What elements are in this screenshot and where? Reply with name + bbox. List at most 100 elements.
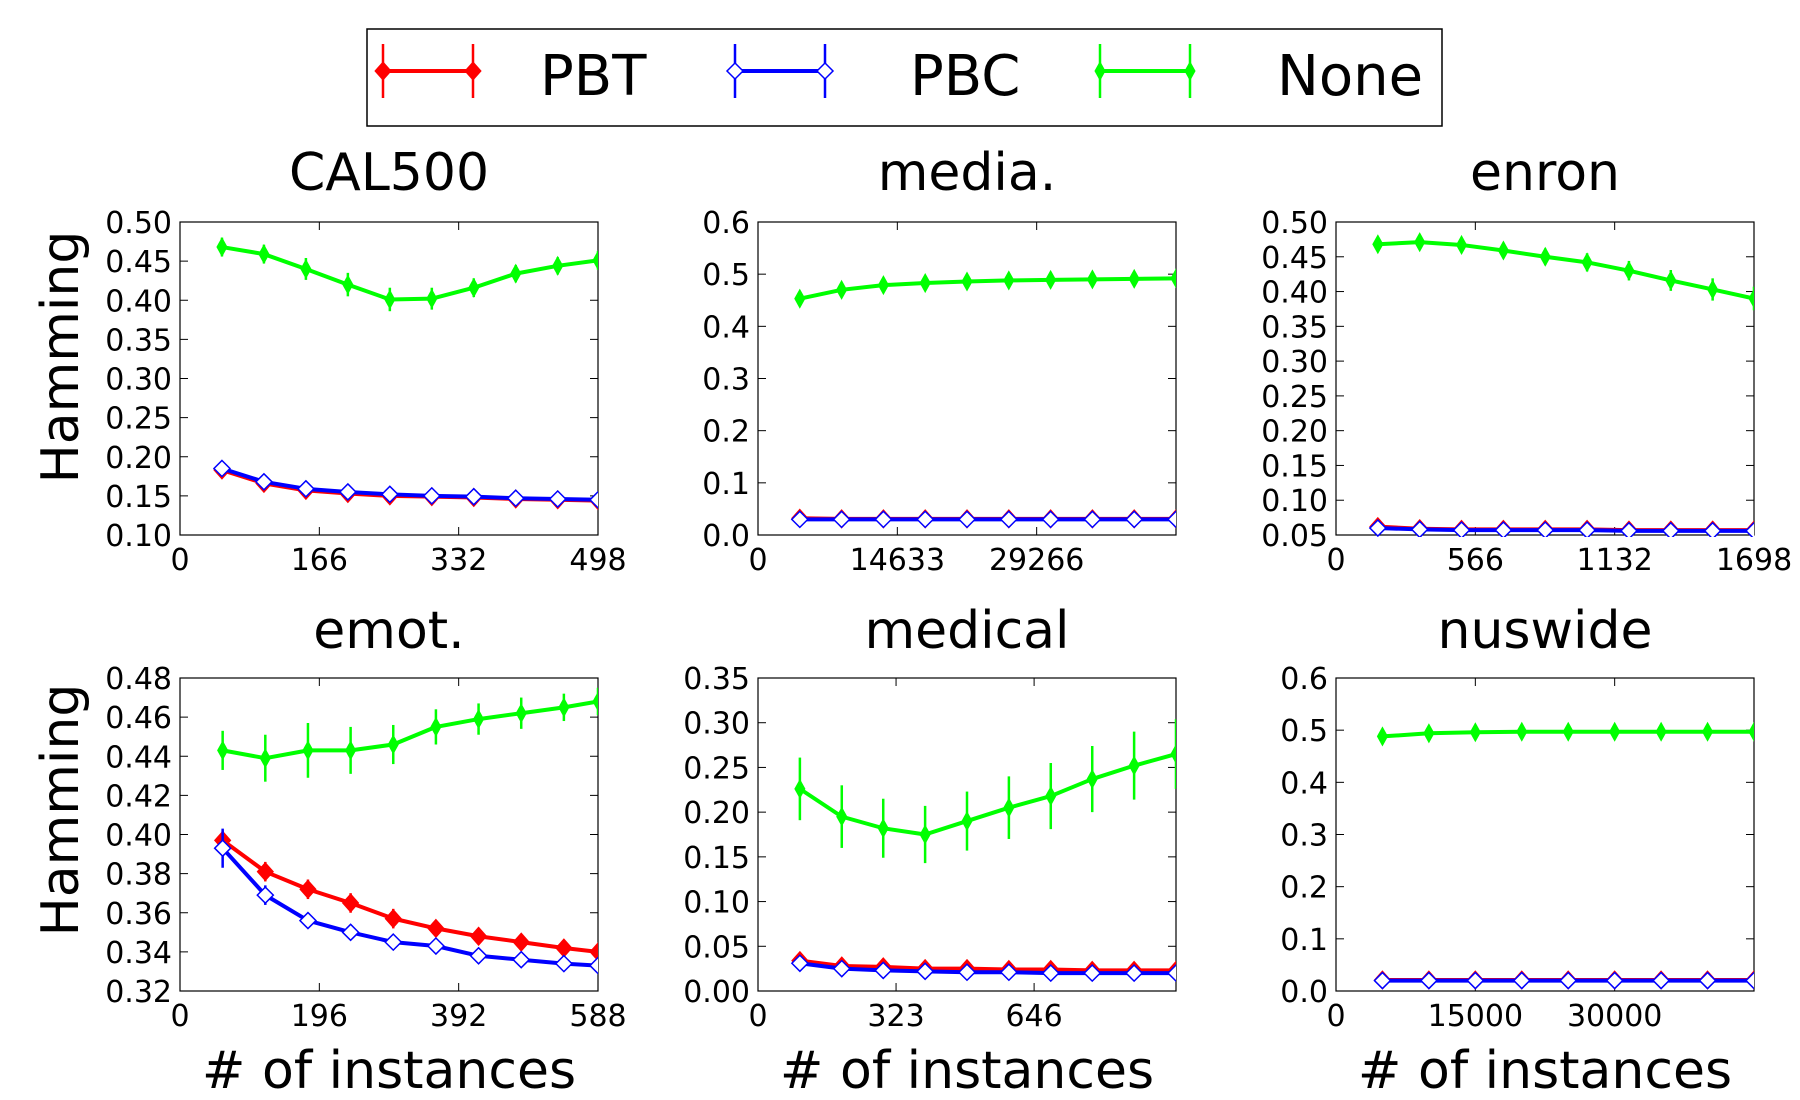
data-point-none — [1003, 270, 1015, 291]
x-tick-label: 166 — [291, 543, 348, 578]
y-tick-label: 0.1 — [1280, 923, 1328, 958]
x-tick-label: 566 — [1447, 543, 1504, 578]
data-point-pbc — [469, 946, 488, 965]
data-point-pbc — [380, 485, 399, 504]
data-point-pbc — [1368, 518, 1387, 537]
data-point-pbc — [213, 839, 232, 858]
y-tick-label: 0.5 — [702, 258, 750, 293]
series-pbc — [790, 954, 1176, 983]
data-point-none — [1170, 743, 1176, 765]
data-point-pbc — [212, 459, 232, 478]
x-tick-label: 14633 — [850, 543, 945, 578]
data-point-pbc — [832, 959, 851, 978]
data-point-pbc — [1559, 971, 1578, 990]
y-tick-label: 0.00 — [683, 975, 750, 1010]
series-pbc — [790, 510, 1176, 529]
y-tick-label: 0.10 — [683, 886, 750, 921]
data-point-none — [1655, 721, 1667, 742]
legend: PBT PBC None — [366, 28, 1443, 127]
data-point-pbc — [1698, 971, 1717, 990]
data-point-pbc — [1744, 521, 1754, 537]
data-point-pbt — [256, 861, 274, 882]
x-tick-label: 0 — [170, 543, 189, 578]
y-tick-label: 0.20 — [1261, 415, 1328, 450]
panel-title: nuswide — [1438, 601, 1653, 661]
legend-diamond — [1184, 60, 1196, 82]
data-point-none — [258, 244, 270, 265]
x-axis-label: # of instances — [1358, 1041, 1732, 1100]
data-point-none — [300, 258, 312, 279]
x-tick-label: 392 — [430, 999, 487, 1034]
data-point-pbc — [296, 479, 315, 498]
y-tick-label: 0.25 — [1261, 380, 1328, 415]
data-point-none — [552, 255, 564, 276]
y-tick-label: 0.46 — [105, 701, 172, 736]
data-point-none — [1372, 234, 1384, 255]
x-axis-label: # of instances — [780, 1041, 1154, 1100]
legend-diamond — [725, 61, 745, 81]
x-tick-label: 588 — [569, 999, 626, 1034]
data-point-pbc — [957, 510, 977, 529]
panel-cal500: CAL500 Hamming 0.10 0.15 0.20 0.25 0.30 0.35 0… — [31, 143, 627, 578]
x-tick-label: 498 — [569, 543, 626, 578]
y-tick-label: 0.25 — [683, 751, 750, 786]
panel-title: medical — [864, 601, 1069, 661]
y-tick-label: 0.45 — [105, 245, 172, 280]
data-point-pbc — [957, 963, 977, 982]
series-line-pbc — [221, 466, 598, 502]
data-point-none — [1516, 721, 1528, 742]
y-tick-label: 0.15 — [105, 480, 172, 515]
data-point-pbc — [506, 489, 525, 508]
x-tick-label: 0 — [1326, 543, 1345, 578]
data-point-none — [217, 740, 229, 761]
legend-marker-pbt — [374, 44, 482, 98]
x-tick-label: 29266 — [989, 543, 1084, 578]
data-point-pbc — [298, 911, 318, 930]
data-point-pbc — [874, 961, 893, 980]
data-point-none — [1581, 252, 1593, 273]
data-point-none — [1128, 755, 1140, 776]
y-tick-label: 0.42 — [105, 779, 172, 814]
y-tick-label: 0.3 — [702, 363, 750, 398]
data-point-pbc — [1619, 521, 1639, 537]
data-point-none — [259, 748, 271, 769]
data-point-pbc — [588, 956, 598, 975]
y-tick-label: 0.6 — [702, 206, 750, 241]
x-tick-label: 1698 — [1716, 543, 1792, 578]
y-tick-label: 0.40 — [105, 819, 172, 854]
y-tick-label: 0.30 — [1261, 345, 1328, 380]
data-point-none — [515, 703, 527, 724]
series-line-none — [1377, 240, 1754, 301]
data-point-none — [836, 806, 848, 827]
y-tick-label: 0.38 — [105, 858, 172, 893]
legend-diamond — [815, 61, 835, 81]
data-point-pbc — [1125, 510, 1144, 529]
data-point-none — [1469, 722, 1481, 743]
data-point-pbc — [874, 510, 893, 529]
data-point-pbc — [1125, 964, 1144, 983]
data-point-pbc — [422, 486, 441, 505]
series-pbt — [213, 830, 598, 962]
data-point-pbc — [790, 510, 809, 529]
data-point-pbc — [1419, 971, 1438, 990]
data-point-none — [472, 709, 485, 730]
data-point-none — [387, 734, 399, 755]
legend-diamond — [1094, 60, 1106, 82]
y-tick-label: 0.15 — [1261, 449, 1328, 484]
y-tick-label: 0.35 — [105, 323, 172, 358]
legend-marker-pbc — [725, 44, 835, 98]
data-point-pbc — [1041, 964, 1060, 983]
data-point-pbc — [1512, 971, 1531, 990]
y-tick-label: 0.15 — [683, 841, 750, 876]
data-point-pbt — [299, 879, 317, 900]
data-point-pbt — [469, 926, 488, 946]
data-point-none — [1128, 268, 1140, 289]
x-tick-label: 196 — [291, 999, 348, 1034]
data-point-pbc — [512, 950, 531, 969]
y-tick-label: 0.40 — [1261, 276, 1328, 311]
data-point-none — [1748, 288, 1754, 309]
y-tick-label: 0.50 — [1261, 206, 1328, 241]
x-tick-label: 646 — [1005, 999, 1062, 1034]
legend-marker-none — [1094, 44, 1196, 98]
x-tick-label: 0 — [1326, 999, 1345, 1034]
